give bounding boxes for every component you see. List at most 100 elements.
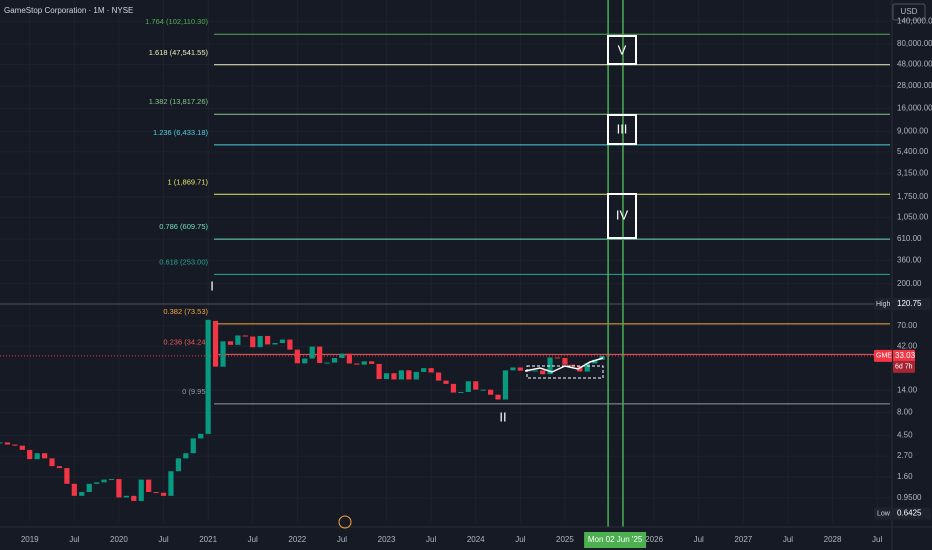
candle-body — [354, 363, 360, 365]
candle-body — [272, 343, 278, 345]
candle-body — [480, 389, 486, 391]
candle-body — [4, 442, 11, 445]
candle-body — [592, 359, 598, 364]
wave-label: II — [499, 409, 506, 424]
y-tick-label: 4.50 — [897, 431, 913, 440]
dividend-icon[interactable] — [338, 515, 352, 529]
candle-body — [547, 357, 553, 375]
candle-body — [198, 433, 204, 439]
candle-body — [235, 335, 241, 345]
candle-body — [190, 438, 196, 454]
candle-body — [116, 479, 122, 498]
candle-body — [227, 341, 234, 345]
x-tick-label: Jul — [337, 535, 347, 544]
candle-body — [421, 368, 427, 372]
candle-body — [540, 370, 546, 375]
candle-body — [175, 458, 181, 472]
x-tick-label: Jul — [783, 535, 793, 544]
candle-body — [324, 362, 330, 364]
candle-body — [554, 357, 561, 359]
y-tick-label: 3,150.00 — [897, 169, 929, 178]
currency[interactable]: USD — [901, 7, 918, 16]
y-tick-label: 360.00 — [897, 255, 922, 264]
candle-body — [331, 358, 338, 363]
candle-body — [250, 336, 256, 348]
candle-body — [12, 444, 18, 446]
candle-body — [406, 370, 412, 380]
candle-body — [138, 479, 144, 501]
y-tick-label: 5,400.00 — [897, 147, 929, 156]
x-tick-label: 2028 — [824, 535, 842, 544]
crosshair-date: Mon 02 Jun '25 — [588, 535, 643, 544]
candle-body — [488, 389, 494, 395]
wave-box — [607, 193, 637, 239]
y-tick-label: 9,000.00 — [897, 127, 929, 136]
y-tick-label: 48,000.00 — [897, 60, 932, 69]
fib-label: 1 (1,869.71) — [168, 177, 209, 186]
candle-body — [108, 479, 115, 481]
y-tick-label: 28,000.00 — [897, 81, 932, 90]
x-tick-label: 2023 — [378, 535, 396, 544]
crosshair-date-bg — [584, 532, 647, 548]
fib-label: 1.618 (47,541.55) — [149, 48, 209, 57]
x-tick-label: 2021 — [199, 535, 217, 544]
candle-body — [577, 366, 583, 372]
wave-label: III — [617, 121, 628, 136]
x-tick-label: 2027 — [734, 535, 752, 544]
y-tick-label: 1,050.00 — [897, 213, 929, 222]
y-tick-label: 16,000.00 — [897, 103, 932, 112]
y-tick-label: 200.00 — [897, 279, 922, 288]
wave-box — [607, 35, 637, 65]
fib-label: 1.236 (6,433.18) — [153, 128, 209, 137]
last-price-bg — [893, 349, 915, 362]
candle-body — [458, 391, 464, 393]
candle-body — [287, 339, 293, 350]
candle-body — [369, 361, 375, 364]
candle-body — [0, 442, 3, 444]
y-tick-label: 2.70 — [897, 451, 913, 460]
candle-body — [450, 383, 457, 393]
x-tick-label: 2025 — [556, 535, 574, 544]
fib-label: 0.236 (34.24) — [163, 337, 208, 346]
x-tick-label: Jul — [69, 535, 79, 544]
fib-label: 0 (9.95) — [182, 387, 208, 396]
candle-body — [502, 370, 509, 400]
candle-body — [183, 453, 189, 459]
countdown-bg — [893, 360, 915, 373]
y-tick-label: 8.00 — [897, 408, 913, 417]
candle-body — [443, 380, 449, 384]
candle-body — [510, 367, 516, 371]
candle-body — [413, 371, 419, 380]
y-tick-label: 0.9500 — [897, 493, 922, 502]
fib-label: 0.382 (73.53) — [163, 307, 208, 316]
y-tick-label: 14.00 — [897, 385, 918, 394]
currency-button[interactable] — [892, 3, 926, 21]
candle-body — [205, 319, 211, 434]
y-tick-label: 140,000.00 — [897, 17, 932, 26]
projection-drawing — [524, 357, 604, 379]
candle-body — [473, 381, 479, 390]
candle-body — [383, 373, 390, 380]
candle-body — [79, 492, 85, 496]
candle-body — [42, 453, 48, 459]
candle-body — [302, 358, 308, 364]
low-value-bg — [893, 507, 931, 520]
symbol-tag: GME — [876, 353, 892, 360]
wave-label: I — [210, 278, 214, 293]
countdown: 6d 7h — [895, 364, 913, 371]
candle-body — [435, 372, 442, 381]
candle-body — [153, 492, 159, 494]
x-tick-label: 2020 — [110, 535, 128, 544]
wave-annotations: I II III IV V — [210, 35, 637, 424]
candle-body — [168, 471, 174, 496]
candle-body — [562, 358, 568, 365]
last-price: 33.03 — [895, 351, 916, 360]
x-tick-label: Jul — [158, 535, 168, 544]
x-tick-label: Jul — [694, 535, 704, 544]
fib-label: 0.786 (609.75) — [159, 222, 208, 231]
candle-body — [391, 373, 397, 380]
high-value-bg — [893, 297, 931, 310]
y-tick-label: 1,750.00 — [897, 192, 929, 201]
low-value: 0.6425 — [897, 509, 922, 518]
candle-body — [257, 335, 263, 348]
